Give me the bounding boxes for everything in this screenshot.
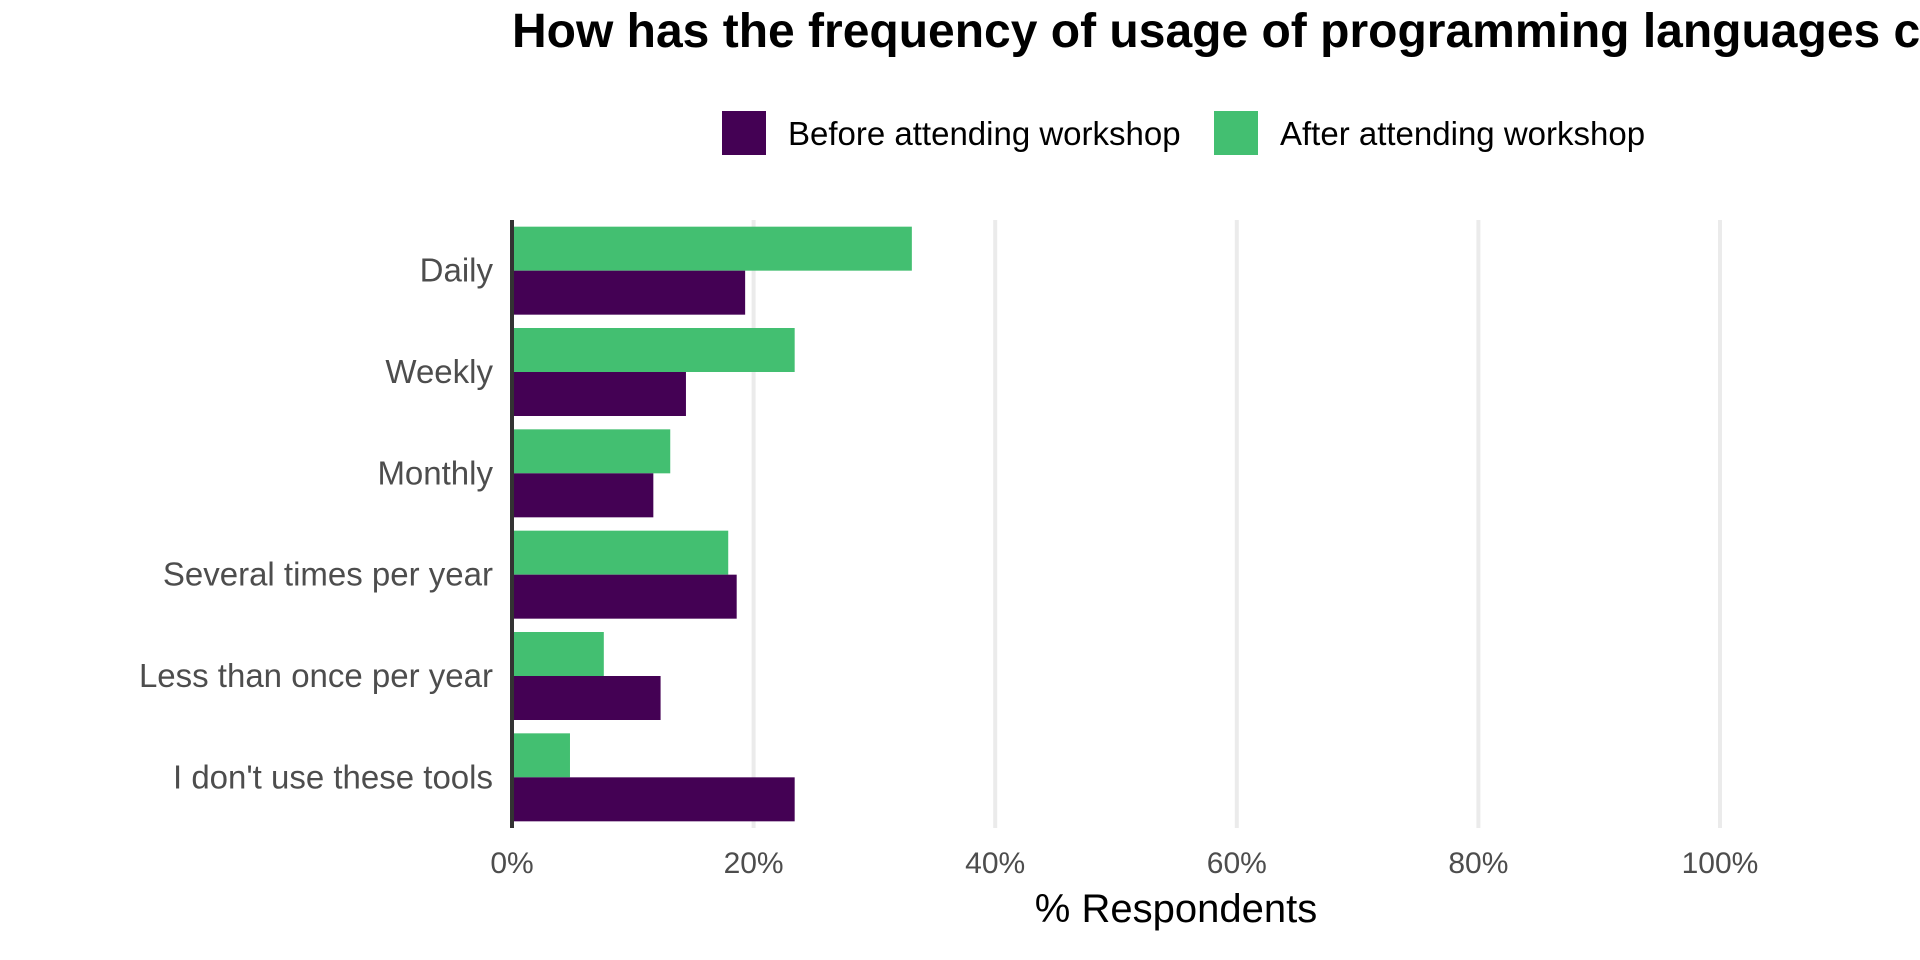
chart-title: How has the frequency of usage of progra…: [512, 5, 1920, 58]
legend-label-before: Before attending workshop: [788, 115, 1181, 152]
category-label-weekly: Weekly: [385, 353, 493, 390]
bar-after-less-than-once-per-year: [512, 632, 604, 676]
x-tick-label: 60%: [1207, 847, 1267, 880]
bar-before-several-times-per-year: [512, 574, 737, 619]
legend-label-after: After attending workshop: [1280, 115, 1645, 152]
category-label-several-times-per-year: Several times per year: [163, 556, 493, 593]
bar-after-monthly: [512, 429, 671, 474]
bar-before-daily: [512, 270, 746, 315]
legend: Before attending workshop After attendin…: [722, 111, 1645, 155]
bars: [512, 226, 912, 822]
category-label-daily: Daily: [420, 252, 494, 289]
bar-before-weekly: [512, 372, 686, 416]
bar-after-daily: [512, 226, 912, 271]
x-axis-title: % Respondents: [1035, 887, 1317, 931]
bar-after-weekly: [512, 328, 795, 372]
bar-before-monthly: [512, 473, 654, 518]
gridlines: [751, 220, 1722, 828]
legend-swatch-after: [1214, 111, 1258, 155]
x-tick-label: 100%: [1682, 847, 1759, 880]
category-label-monthly: Monthly: [377, 454, 493, 491]
x-tick-labels: 0% 20% 40% 60% 80% 100%: [490, 847, 1758, 880]
x-tick-label: 40%: [965, 847, 1025, 880]
category-label-less-than-once-per-year: Less than once per year: [139, 657, 493, 694]
category-label-i-don-t-use-these-tools: I don't use these tools: [173, 758, 493, 795]
category-labels: Daily Weekly Monthly Several times per year…: [139, 252, 494, 796]
x-tick-label: 0%: [490, 847, 533, 880]
bar-before-i-don-t-use-these-tools: [512, 777, 795, 822]
x-tick-label: 20%: [724, 847, 784, 880]
legend-swatch-before: [722, 111, 766, 155]
x-tick-label: 80%: [1448, 847, 1508, 880]
bar-before-less-than-once-per-year: [512, 676, 661, 720]
bar-after-several-times-per-year: [512, 530, 729, 575]
bar-after-i-don-t-use-these-tools: [512, 733, 570, 778]
